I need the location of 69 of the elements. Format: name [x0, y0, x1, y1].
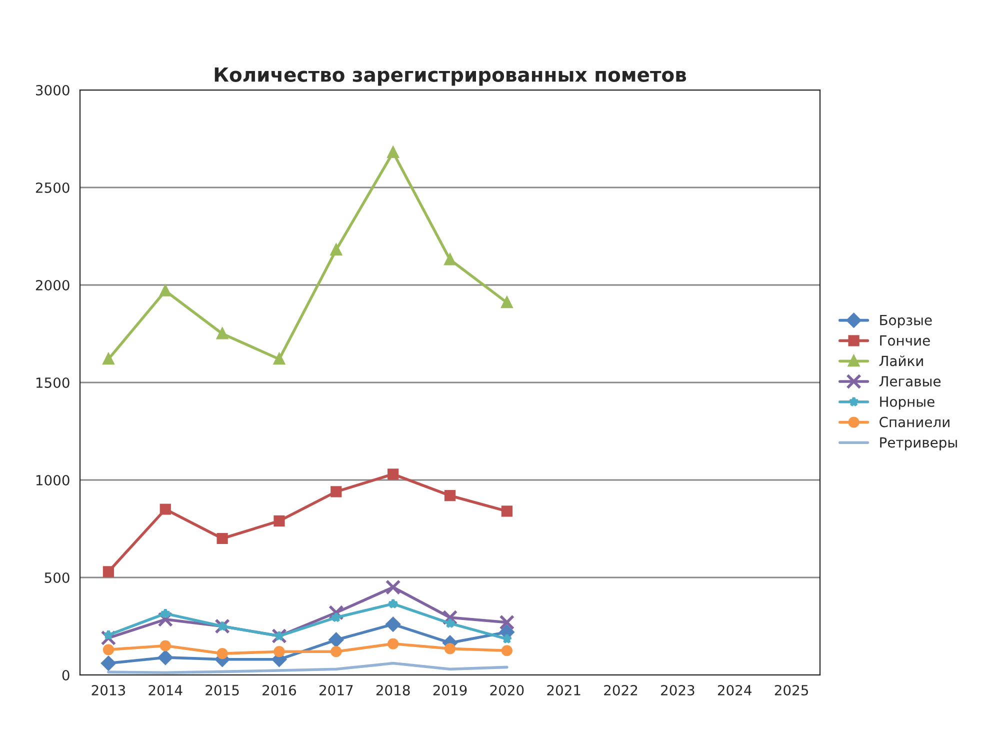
- point: [442, 610, 458, 626]
- legend-label: Лайки: [879, 355, 923, 366]
- point: [501, 296, 512, 308]
- legend-label: Спаниели: [880, 416, 950, 428]
- y-tick-label: 1000: [36, 474, 70, 486]
- point: [330, 486, 342, 498]
- point: [388, 146, 399, 158]
- point: [102, 566, 114, 578]
- point: [330, 612, 342, 622]
- point: [160, 640, 171, 652]
- x-tick-label: 2015: [206, 684, 239, 696]
- x-tick-label: 2016: [262, 684, 296, 696]
- point: [385, 580, 401, 595]
- legend-label: Легавые: [879, 376, 941, 387]
- point: [388, 468, 399, 480]
- point: [102, 644, 114, 656]
- point: [274, 630, 285, 641]
- chart-title: Количество зарегистрированных пометов: [214, 67, 686, 86]
- point: [444, 618, 456, 628]
- legend-label: Борзые: [880, 315, 932, 328]
- point: [274, 354, 285, 365]
- legend-label: Гончие: [880, 335, 930, 346]
- line-series: [107, 662, 508, 674]
- y-tick-label: 2000: [36, 280, 70, 290]
- point: [100, 630, 116, 646]
- y-tick-label: 0: [62, 670, 70, 680]
- point: [160, 504, 171, 515]
- x-tick-label: 2019: [433, 684, 467, 696]
- legend-label: Ретриверы: [880, 437, 957, 450]
- x-tick-label: 2017: [320, 684, 353, 696]
- legend-label: Норные: [880, 396, 934, 410]
- point: [502, 633, 512, 644]
- point: [274, 515, 285, 527]
- y-tick-label: 500: [44, 572, 70, 583]
- x-tick-label: 2021: [547, 684, 580, 696]
- point: [103, 629, 114, 640]
- point: [160, 608, 171, 618]
- y-tick-label: 2500: [36, 182, 70, 193]
- point: [444, 490, 456, 502]
- x-tick-label: 2013: [92, 684, 126, 696]
- point: [330, 646, 342, 658]
- x-tick-label: 2023: [661, 684, 694, 696]
- point: [158, 650, 173, 665]
- point: [501, 645, 512, 656]
- point: [386, 617, 400, 632]
- point: [216, 532, 228, 544]
- x-tick-label: 2025: [774, 684, 808, 696]
- point: [501, 506, 512, 517]
- y-tick-label: 1500: [36, 377, 70, 388]
- x-tick-label: 2024: [718, 684, 752, 696]
- x-tick-label: 2022: [604, 684, 638, 696]
- point: [388, 598, 398, 609]
- point: [328, 632, 344, 648]
- x-tick-label: 2020: [490, 684, 524, 696]
- point: [216, 328, 228, 340]
- point: [328, 604, 344, 620]
- point: [444, 254, 456, 266]
- point: [388, 638, 399, 650]
- x-tick-label: 2018: [376, 684, 410, 696]
- point: [330, 244, 342, 256]
- point: [499, 614, 515, 630]
- point: [274, 646, 285, 658]
- x-tick-label: 2014: [148, 684, 182, 696]
- point: [216, 648, 228, 660]
- point: [101, 656, 116, 671]
- point: [272, 628, 287, 644]
- point: [160, 285, 171, 296]
- point: [444, 643, 456, 654]
- y-tick-label: 3000: [36, 84, 70, 96]
